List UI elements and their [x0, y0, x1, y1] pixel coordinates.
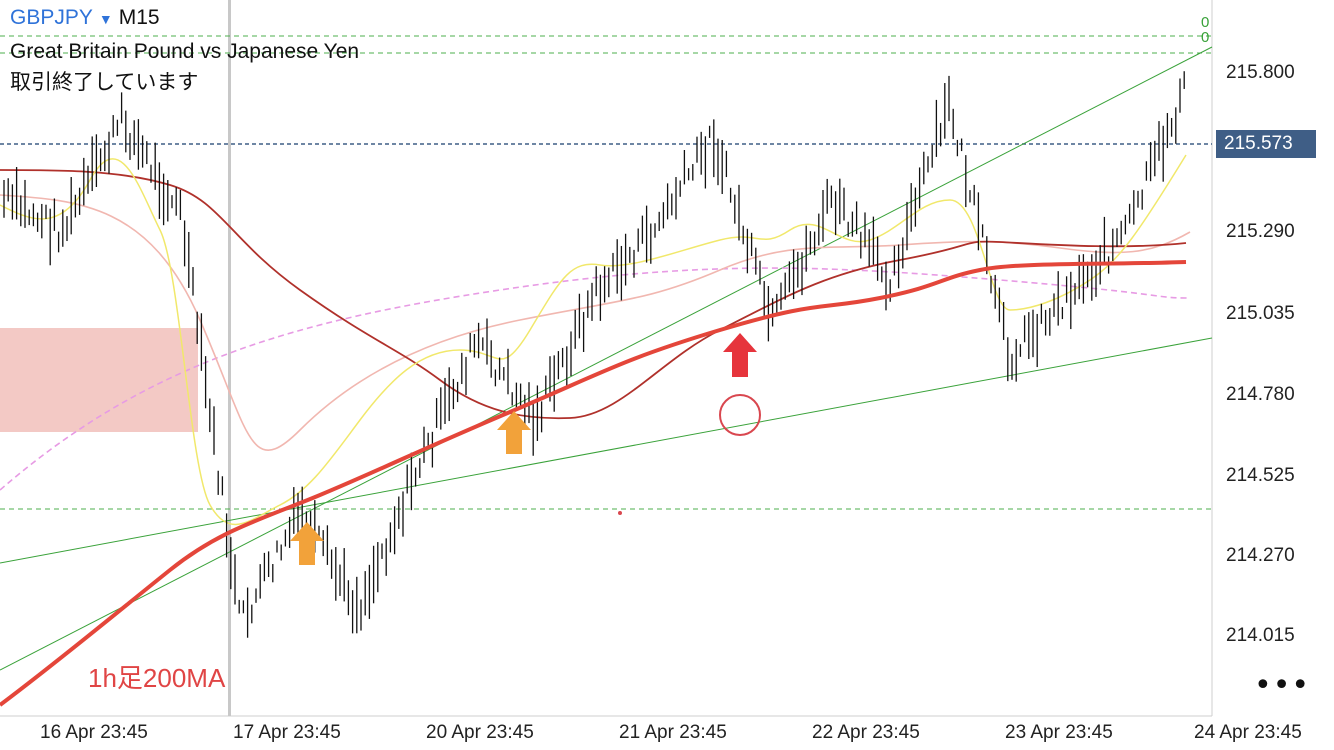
more-dots-icon[interactable]: •••: [1254, 668, 1311, 703]
ma-violet-dashed: [0, 267, 1191, 491]
time-tick: 21 Apr 23:45: [619, 722, 727, 743]
time-tick: 20 Apr 23:45: [426, 722, 534, 743]
time-tick: 22 Apr 23:45: [812, 722, 920, 743]
price-tick: 215.800: [1226, 62, 1295, 83]
trendline-upper: [0, 46, 1213, 671]
level-tag: 0: [1201, 14, 1210, 31]
time-tick: 16 Apr 23:45: [40, 722, 148, 743]
triangle-down-icon[interactable]: ▼: [98, 11, 113, 27]
price-tick: 214.270: [1226, 545, 1295, 566]
level-tag: 0: [1201, 29, 1210, 46]
trendline-lower: [0, 337, 1213, 564]
touch-circle-marker: [719, 394, 761, 436]
time-tick: 23 Apr 23:45: [1005, 722, 1113, 743]
ma-yellow: [0, 154, 1187, 526]
symbol-description: Great Britain Pound vs Japanese Yen: [10, 40, 360, 63]
current-price-badge: 215.573: [1216, 130, 1316, 158]
up-arrow-icon: [497, 411, 531, 454]
price-bars: [3, 71, 1185, 638]
ma-200-1h: [0, 260, 1187, 707]
price-tick: 215.035: [1226, 303, 1295, 324]
ma-dark-red: [0, 169, 1187, 420]
market-status: 取引終了しています: [10, 71, 199, 94]
ma-annotation-label: 1h足200MA: [88, 663, 226, 693]
time-tick: 24 Apr 23:45: [1194, 722, 1302, 743]
time-tick: 17 Apr 23:45: [233, 722, 341, 743]
price-tick: 214.780: [1226, 384, 1295, 405]
resistance-zone: [0, 328, 198, 432]
price-tick: 215.290: [1226, 221, 1295, 242]
marker-dot: [618, 511, 622, 515]
up-arrow-icon: [290, 522, 324, 565]
price-tick: 214.525: [1226, 465, 1295, 486]
price-tick: 214.015: [1226, 625, 1295, 646]
up-arrow-icon: [723, 333, 757, 377]
symbol-selector[interactable]: GBPJPY ▼ M15: [10, 6, 160, 30]
symbol-label[interactable]: GBPJPY: [10, 6, 93, 29]
session-separator: [228, 0, 231, 716]
timeframe-label[interactable]: M15: [118, 6, 160, 29]
